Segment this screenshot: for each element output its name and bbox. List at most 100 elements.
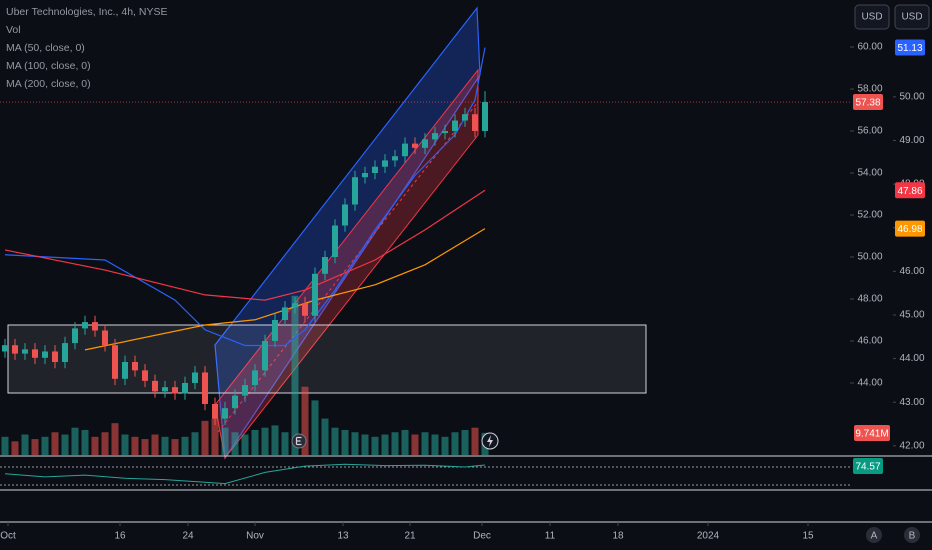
y-tick-label: 48.00 (857, 294, 882, 305)
volume-bar (261, 427, 269, 455)
volume-bar (131, 436, 139, 455)
price-badge-label: 9.741M (855, 429, 888, 440)
volume-bar (321, 418, 329, 455)
currency-button-label[interactable]: USD (901, 12, 922, 23)
candle-body (122, 361, 128, 379)
legend: Uber Technologies, Inc., 4h, NYSE Vol MA… (6, 6, 167, 90)
candle-body (422, 139, 428, 148)
x-tick-label: 15 (802, 531, 814, 542)
rsi-line (4, 463, 486, 485)
currency-button[interactable] (854, 4, 890, 30)
candle-body (142, 370, 148, 381)
volume-bar (471, 427, 479, 455)
candle-body (72, 328, 78, 344)
candle-body (152, 380, 158, 392)
volume-bar (281, 432, 289, 455)
y2-tick-label: 50.00 (899, 91, 924, 102)
volume-bar (231, 432, 239, 455)
candle-body (242, 385, 248, 396)
price-badge-label: 46.98 (897, 224, 922, 235)
volume-bar (201, 420, 209, 455)
volume-bar (371, 436, 379, 455)
volume-bar (181, 436, 189, 455)
candle-body (462, 114, 468, 121)
candle-body (172, 387, 178, 394)
legend-item: MA (50, close, 0) (6, 42, 85, 54)
volume-bar (241, 434, 249, 455)
candle-body (62, 343, 68, 362)
x-tick-label: Nov (246, 531, 264, 542)
x-tick-label: 24 (182, 531, 194, 542)
candle-body (132, 361, 138, 371)
y-tick-label: 58.00 (857, 84, 882, 95)
candle-body (272, 319, 278, 341)
volume-bar (101, 432, 109, 455)
candle-body (302, 303, 308, 316)
x-tick-label: Dec (473, 531, 491, 542)
volume-bar (381, 434, 389, 455)
y2-tick-label: 49.00 (899, 135, 924, 146)
legend-title: Uber Technologies, Inc., 4h, NYSE (6, 6, 167, 18)
currency-buttons[interactable]: USD USD (854, 4, 930, 30)
volume-bar (291, 295, 299, 455)
volume-bar (61, 434, 69, 455)
y2-tick-label: 43.00 (899, 397, 924, 408)
x-tick-label: 21 (404, 531, 416, 542)
volume-bar (301, 386, 309, 455)
y-tick-label: 52.00 (857, 210, 882, 221)
volume-bar (81, 429, 89, 455)
currency-button-label[interactable]: USD (861, 12, 882, 23)
x-tick-label: 13 (337, 531, 349, 542)
price-badge (854, 425, 890, 441)
x-tick-label: Oct (0, 531, 16, 542)
scale-button-label[interactable]: B (909, 531, 916, 542)
volume-bar (111, 423, 119, 455)
legend-item: MA (200, close, 0) (6, 78, 91, 90)
scale-button[interactable] (904, 527, 920, 543)
candle-body (452, 120, 458, 132)
volume-bar (171, 439, 179, 455)
candle-body (252, 370, 258, 386)
currency-button[interactable] (894, 4, 930, 30)
volume-bar (41, 436, 49, 455)
scale-buttons[interactable]: A B (866, 527, 920, 543)
x-tick-label: 16 (114, 531, 126, 542)
candle-body (322, 257, 328, 274)
candle-body (42, 351, 48, 358)
x-tick-label: 11 (545, 531, 556, 542)
y2-tick-label: 45.00 (899, 310, 924, 321)
price-badge (853, 94, 883, 111)
volume-bar (401, 429, 409, 455)
volume-bar (91, 436, 99, 455)
scale-button-label[interactable]: A (871, 531, 878, 542)
candle-body (402, 143, 408, 157)
volume-bar (431, 434, 439, 455)
volume-bar (451, 432, 459, 455)
volume-bar (221, 427, 229, 455)
candle-body (472, 114, 478, 132)
volume-bar (251, 429, 259, 455)
x-tick-label: 2024 (697, 531, 720, 542)
volume-bar (141, 439, 149, 455)
price-badge (895, 182, 925, 199)
volume-bar (461, 429, 469, 455)
candle-body (32, 349, 38, 358)
candle-body (342, 204, 348, 226)
ma-line (4, 189, 486, 301)
price-badge-label: 74.57 (855, 462, 880, 473)
event-icons[interactable] (291, 432, 499, 450)
price-badge-label: 47.86 (897, 186, 922, 197)
scale-button[interactable] (866, 527, 882, 543)
y-tick-label: 54.00 (857, 168, 882, 179)
volume-bar (391, 432, 399, 455)
candle-body (192, 372, 198, 383)
volume-bar (121, 434, 129, 455)
y-tick-label: 60.00 (857, 42, 882, 53)
volume-bar (11, 441, 19, 455)
y2-tick-label: 44.00 (899, 353, 924, 364)
volume-bar (361, 434, 369, 455)
volume-bar (421, 432, 429, 455)
y-tick-label: 50.00 (857, 252, 882, 263)
candle-body (482, 102, 488, 132)
candle-body (362, 173, 368, 178)
